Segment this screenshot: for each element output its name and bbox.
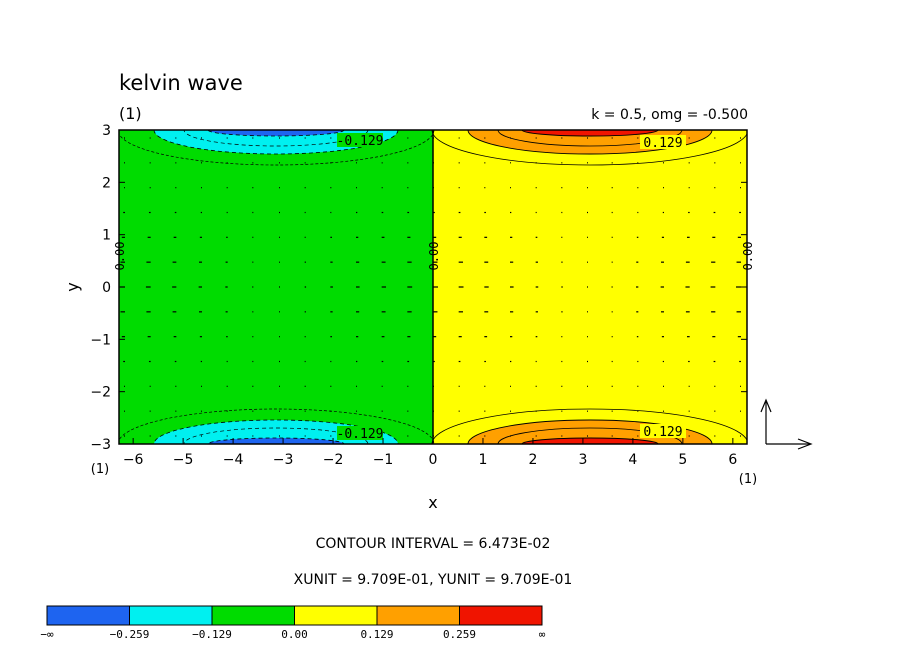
x-axis-corner-left: (1) [91, 462, 109, 477]
contour-fill-cyan [153, 419, 399, 444]
y-tick-label: −2 [90, 385, 111, 401]
y-axis-label: y [63, 282, 82, 291]
reference-vector [760, 398, 813, 450]
contour-fill-blue [207, 130, 345, 137]
x-tick-label: 5 [678, 452, 687, 468]
x-tick-label: −6 [123, 452, 144, 468]
x-tick-label: 0 [429, 452, 438, 468]
x-tick-label: 1 [479, 452, 488, 468]
color-bar-swatch [376, 605, 460, 626]
unit-text: XUNIT = 9.709E-01, YUNIT = 9.709E-01 [294, 572, 573, 588]
contour-interval-text: CONTOUR INTERVAL = 6.473E-02 [316, 536, 551, 552]
contour-line [431, 408, 747, 444]
x-tick-label: 2 [528, 452, 537, 468]
x-tick-label: −3 [273, 452, 294, 468]
color-bar-swatch [211, 605, 295, 626]
color-bar-label: 0.259 [443, 628, 476, 641]
x-axis-ticks: −6 −5 −4 −3 −2 −1 0 1 2 3 4 5 6 [123, 438, 737, 468]
x-tick-label: 6 [728, 452, 737, 468]
color-bar-swatch [129, 605, 213, 626]
contour-line [119, 130, 435, 166]
y-tick-label: −3 [90, 437, 111, 453]
y-axis-ticks: −3 −2 −1 0 1 2 3 [90, 123, 747, 453]
contour-label-bg [337, 133, 383, 147]
y-tick-label: −1 [90, 332, 111, 348]
color-bar-swatch [294, 605, 378, 626]
x-tick-label: −1 [373, 452, 394, 468]
color-bar-label: −0.259 [110, 628, 150, 641]
x-axis-label: x [428, 493, 437, 512]
x-tick-label: −2 [323, 452, 344, 468]
zero-contour-label: 0.00 [427, 242, 441, 271]
positive-region-fill [433, 130, 747, 444]
color-bar-label: 0.00 [281, 628, 308, 641]
color-bar: −∞ −0.259 −0.129 0.00 0.129 0.259 ∞ [40, 605, 546, 641]
vector-arrows [120, 137, 741, 437]
color-bar-label: −∞ [40, 628, 54, 641]
contour-label: -0.129 [337, 427, 384, 442]
contour-line [497, 130, 683, 147]
chart-title: kelvin wave [119, 71, 243, 95]
contour-fill-red [521, 437, 659, 444]
contour-label-bg [337, 426, 383, 440]
x-tick-label: −5 [173, 452, 194, 468]
color-bar-swatch [46, 605, 130, 626]
contour-label: -0.129 [337, 134, 384, 149]
x-axis-corner-right: (1) [739, 472, 757, 487]
contour-label: 0.129 [643, 425, 682, 440]
color-bar-swatch [459, 605, 543, 626]
color-bar-label: ∞ [539, 628, 546, 641]
y-tick-label: 1 [102, 228, 111, 244]
zero-contour-label: 0.00 [113, 242, 127, 271]
contour-fill-red [521, 130, 659, 137]
contour-fill-blue [207, 437, 345, 444]
contour-label: 0.129 [643, 136, 682, 151]
x-tick-label: 3 [578, 452, 587, 468]
y-tick-label: 3 [102, 123, 111, 139]
color-bar-label: −0.129 [192, 628, 232, 641]
contour-label-bg [640, 424, 686, 438]
contour-line [431, 130, 747, 166]
contour-line [497, 427, 683, 444]
contour-line [119, 408, 435, 444]
y-tick-label: 0 [102, 280, 111, 296]
contour-labels: -0.129 -0.129 0.129 0.129 0.00 0.00 0.00 [113, 133, 755, 442]
panel-label: (1) [119, 104, 142, 123]
zero-contour-label: 0.00 [741, 242, 755, 271]
color-bar-label: 0.129 [360, 628, 393, 641]
contour-label-bg [640, 135, 686, 149]
contour-fill-cyan [153, 130, 399, 155]
x-tick-label: −4 [223, 452, 244, 468]
plot-area [119, 130, 747, 444]
negative-region-fill [119, 130, 433, 444]
parameters-text: k = 0.5, omg = -0.500 [591, 107, 748, 123]
y-tick-label: 2 [102, 175, 111, 191]
x-tick-label: 4 [628, 452, 637, 468]
